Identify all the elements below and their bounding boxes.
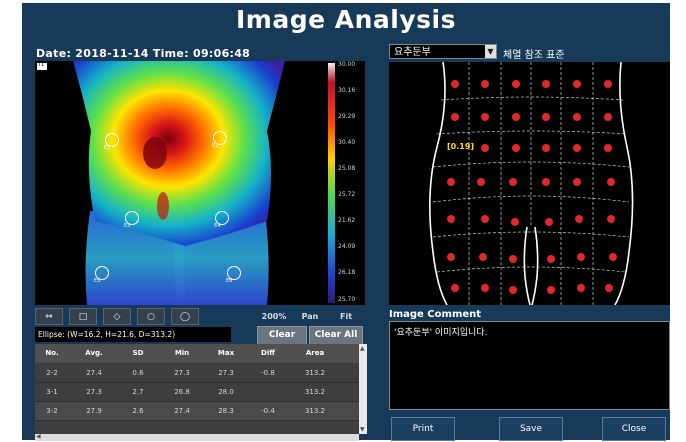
scale-tick: 30.40 [338,139,356,146]
column-header: No. [45,349,59,357]
region-select[interactable]: 요추둔부 ▼ [389,44,497,59]
table-cell: -0.4 [261,407,275,415]
table-cell: 3-1 [46,388,58,396]
table-vertical-scrollbar[interactable]: ▲ ▼ [359,344,367,434]
measure-marker[interactable] [125,211,139,225]
body-reference-map: [0.19] [389,61,670,306]
scale-tick: 29.29 [338,113,356,120]
table-cell: 27.3 [86,388,102,396]
comment-textarea[interactable]: '요추둔부' 이미지입니다. [389,321,670,410]
selected-point-label[interactable]: [0.19] [447,142,475,151]
comment-text: '요추둔부' 이미지입니다. [394,328,488,338]
measure-marker[interactable] [95,266,109,280]
scale-tick: 25.72 [338,191,356,198]
rotate-tool-button[interactable]: ⇔ [35,308,63,325]
window-title: Image Analysis [236,5,456,34]
column-header: Min [174,349,190,357]
table-cell: 28.0 [218,388,234,396]
thermal-corner-label: T1 [38,62,45,68]
measure-marker-label: E5 [94,278,101,284]
table-cell: 27.9 [86,407,102,415]
table-cell: 313.2 [304,407,326,415]
chevron-down-icon[interactable]: ▼ [485,45,496,58]
measure-marker-label: E6 [226,278,233,284]
column-header: SD [132,349,144,357]
table-row[interactable]: 2-2 27.4 0.6 27.3 27.3 -0.8 313.2 [35,364,359,383]
clear-all-button[interactable]: Clear All [309,326,363,345]
ellipse-tool-button[interactable]: ◯ [171,308,199,325]
table-cell: 27.4 [86,369,102,377]
polygon-tool-button[interactable]: ◇ [103,308,131,325]
scale-tick: 30.16 [338,87,356,94]
table-cell: 313.2 [304,369,326,377]
comment-title: Image Comment [389,309,482,320]
scale-tick: 21.62 [338,217,356,224]
square-icon: □ [78,311,88,322]
measure-marker[interactable] [215,211,229,225]
region-select-value: 요추둔부 [394,47,431,58]
scroll-left-icon[interactable]: ◀ [36,433,41,440]
table-cell: 3-2 [46,407,58,415]
scale-tick: 25.70 [338,296,356,303]
clear-button[interactable]: Clear [257,326,307,345]
ellipse-info: Ellipse: (W=16.2, H=21.6, D=313.2) [35,327,231,342]
table-cell: 27.4 [174,407,190,415]
measure-marker[interactable] [213,131,227,145]
measure-marker-label: E4 [214,223,221,229]
table-cell: 27.3 [218,369,234,377]
table-cell: 2.6 [132,407,144,415]
table-cell: 313.2 [304,388,326,396]
scale-tick: 26.18 [338,269,356,276]
scale-tick: 24.09 [338,243,356,250]
rectangle-tool-button[interactable]: □ [69,308,97,325]
circle-icon: ○ [147,311,155,322]
table-cell: 27.3 [174,369,190,377]
column-header: Area [305,349,325,357]
scroll-up-icon[interactable]: ▲ [360,345,365,352]
thermal-image [37,61,335,305]
column-header: Diff [261,349,275,357]
scroll-down-icon[interactable]: ▼ [360,426,365,433]
pan-button[interactable]: Pan [301,312,319,321]
scale-tick: 25.08 [338,165,356,172]
table-row[interactable]: 3-2 27.9 2.6 27.4 28.3 -0.4 313.2 [35,402,359,421]
table-cell: -0.8 [261,369,275,377]
thermal-image-panel[interactable]: T1 30.00 30.16 29.29 30.40 25.08 25.72 2… [35,61,365,305]
save-button[interactable]: Save [499,417,563,441]
results-table: No. Avg. SD Min Max Diff Area 2-2 27.4 0… [35,344,359,434]
diamond-icon: ◇ [113,311,121,322]
measure-marker-label: E3 [124,223,131,229]
round-icon: ◯ [179,311,191,322]
table-cell: 2.7 [132,388,144,396]
rotate-icon: ⇔ [45,311,53,322]
table-cell: 28.3 [218,407,234,415]
column-header: Max [217,349,235,357]
close-button[interactable]: Close [602,417,666,441]
measure-marker[interactable] [227,266,241,280]
fit-button[interactable]: Fit [339,312,353,321]
body-outline [429,61,634,306]
date-time-label: Date: 2018-11-14 Time: 09:06:48 [36,47,251,60]
tool-bar: ⇔ □ ◇ ○ ◯ 200% Pan Fit [35,308,365,325]
point-tool-button[interactable]: ○ [137,308,165,325]
measure-marker-label: E1 [104,145,111,151]
measure-marker[interactable] [105,133,119,147]
app-window: Image Analysis Date: 2018-11-14 Time: 09… [22,3,670,441]
table-header: No. Avg. SD Min Max Diff Area [35,344,359,363]
table-cell: 0.6 [132,369,144,377]
table-cell: 2-2 [46,369,58,377]
table-horizontal-scrollbar[interactable]: ◀ [35,433,359,441]
print-button[interactable]: Print [391,417,455,441]
scale-tick: 30.00 [338,61,356,68]
table-cell: 26.8 [174,388,190,396]
column-header: Avg. [85,349,103,357]
measure-marker-label: E2 [212,143,219,149]
zoom-level[interactable]: 200% [261,312,287,321]
reference-caption: 체열 참조 표준 [503,50,565,61]
table-row[interactable]: 3-1 27.3 2.7 26.8 28.0 313.2 [35,383,359,402]
